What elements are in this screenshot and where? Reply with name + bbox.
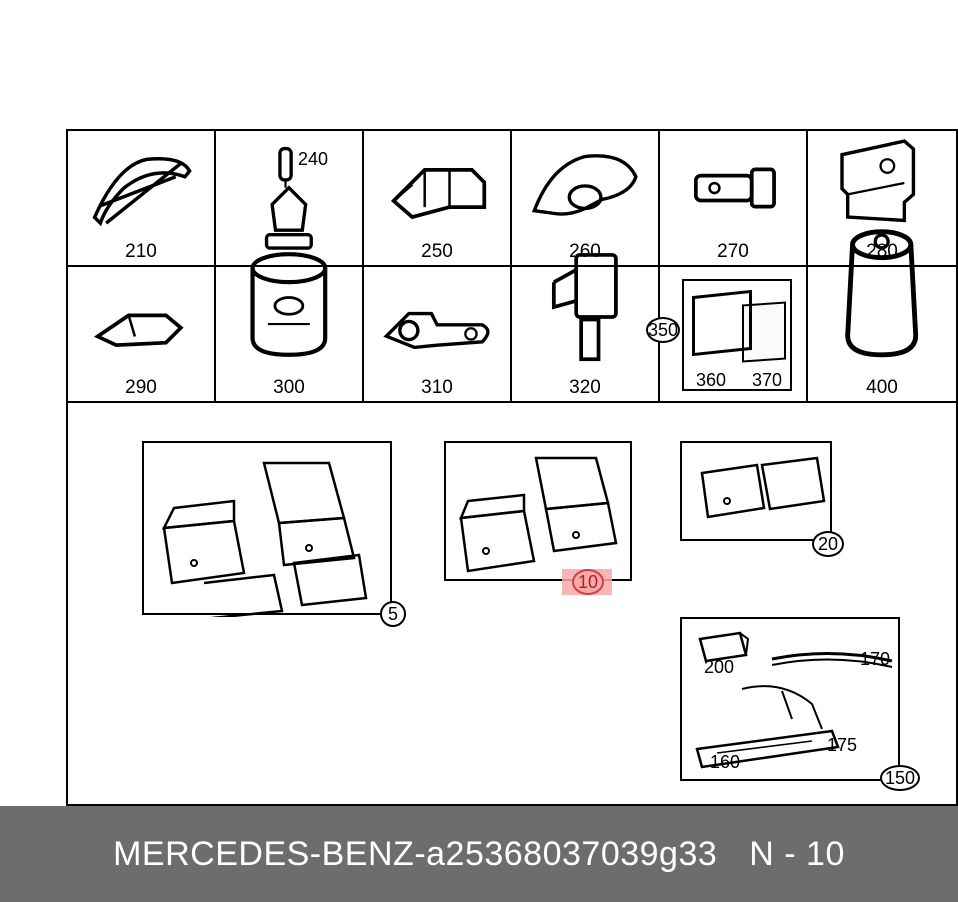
- thumb-260-icon: [516, 137, 654, 240]
- panel-20: [680, 441, 832, 541]
- cell-320: 320: [512, 267, 660, 401]
- parts-diagram: 210 240 250: [66, 129, 958, 806]
- cell-label: 210: [125, 242, 157, 261]
- cell-270: 270: [660, 131, 808, 265]
- cell-label: 310: [421, 378, 453, 397]
- label-175: 175: [827, 735, 857, 756]
- diagram-lower-area: 5 10 20: [68, 403, 956, 808]
- thumb-270-icon: [664, 137, 802, 240]
- footer-bar: MERCEDES-BENZ - a25368037039g33 N - 10: [0, 806, 958, 902]
- cell-250: 250: [364, 131, 512, 265]
- callout-5: 5: [380, 601, 406, 627]
- footer-part: a25368037039g33: [426, 835, 717, 874]
- thumb-300-icon: [220, 236, 358, 376]
- thumb-400-icon: [812, 214, 952, 376]
- footer-brand: MERCEDES-BENZ: [113, 835, 414, 874]
- cell-label: 250: [421, 242, 453, 261]
- footer-right: N - 10: [749, 835, 845, 874]
- cell-310: 310: [364, 267, 512, 401]
- cell-label: 270: [717, 242, 749, 261]
- cell-350: 350 360 370: [660, 267, 808, 401]
- thumb-310-icon: [368, 273, 506, 376]
- panel-10: [444, 441, 632, 581]
- cell-label: 300: [273, 378, 305, 397]
- cell-400: 400: [808, 267, 956, 401]
- callout-150: 150: [880, 765, 920, 791]
- panel-5: [142, 441, 392, 615]
- footer-sep: -: [414, 835, 426, 874]
- thumb-250-icon: [368, 137, 506, 240]
- cell-label: 400: [866, 378, 898, 397]
- cell-300: 300: [216, 267, 364, 401]
- cell-label: 290: [125, 378, 157, 397]
- label-160: 160: [710, 752, 740, 773]
- sublabel-240: 240: [298, 149, 328, 170]
- callout-350: 350: [646, 317, 680, 343]
- thumb-210-icon: [72, 137, 210, 240]
- panel-150: 200 170 175 160: [680, 617, 900, 781]
- label-200: 200: [704, 657, 734, 678]
- diagram-row-2: 290 300 310: [68, 267, 956, 403]
- label-370: 370: [752, 370, 782, 391]
- thumb-320-icon: [516, 238, 654, 376]
- callout-20: 20: [812, 531, 844, 557]
- cell-290: 290: [68, 267, 216, 401]
- label-360: 360: [696, 370, 726, 391]
- callout-10-highlighted: 10: [572, 569, 604, 595]
- cell-210: 210: [68, 131, 216, 265]
- cell-label: 320: [569, 378, 601, 397]
- label-170: 170: [860, 649, 890, 670]
- thumb-290-icon: [72, 273, 210, 376]
